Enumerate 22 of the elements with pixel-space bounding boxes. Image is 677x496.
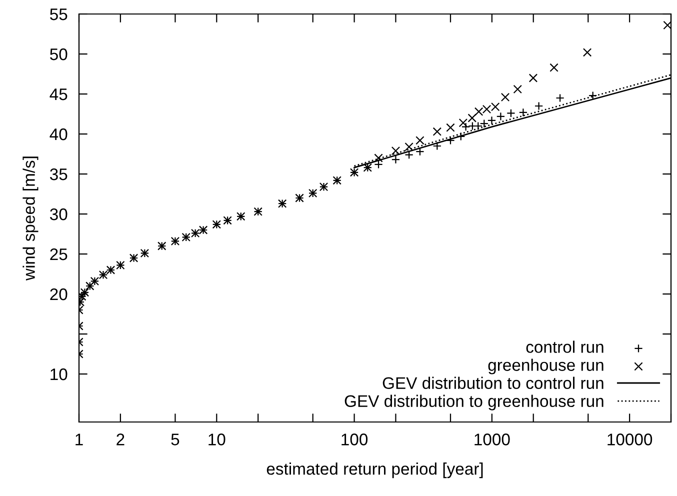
x-tick-label: 10 <box>208 434 226 446</box>
y-axis-title: wind speed [m/s] <box>22 156 38 281</box>
y-tick-label: 50 <box>50 48 68 60</box>
legend-label: GEV distribution to control run <box>382 376 604 390</box>
x-axis-title: estimated return period [year] <box>266 462 483 478</box>
x-tick-label: 1000 <box>474 434 510 446</box>
y-tick-label: 45 <box>50 88 68 100</box>
x-tick-label: 10000 <box>608 434 652 446</box>
y-tick-label: 20 <box>50 288 68 300</box>
x-tick-label: 1 <box>76 434 83 446</box>
y-tick-label: 40 <box>50 128 68 140</box>
y-tick-label: 35 <box>50 168 68 180</box>
y-tick-label: 55 <box>50 8 68 20</box>
legend-label: control run <box>526 340 604 353</box>
legend-label: greenhouse run <box>488 358 604 374</box>
x-tick-label: 5 <box>171 434 180 446</box>
x-tick-label: 100 <box>342 434 368 446</box>
y-tick-label: 25 <box>50 248 68 260</box>
y-tick-label: 10 <box>50 368 68 380</box>
y-tick-label: 30 <box>50 208 68 220</box>
x-tick-label: 2 <box>116 434 124 446</box>
legend-label: GEV distribution to greenhouse run <box>344 394 604 410</box>
